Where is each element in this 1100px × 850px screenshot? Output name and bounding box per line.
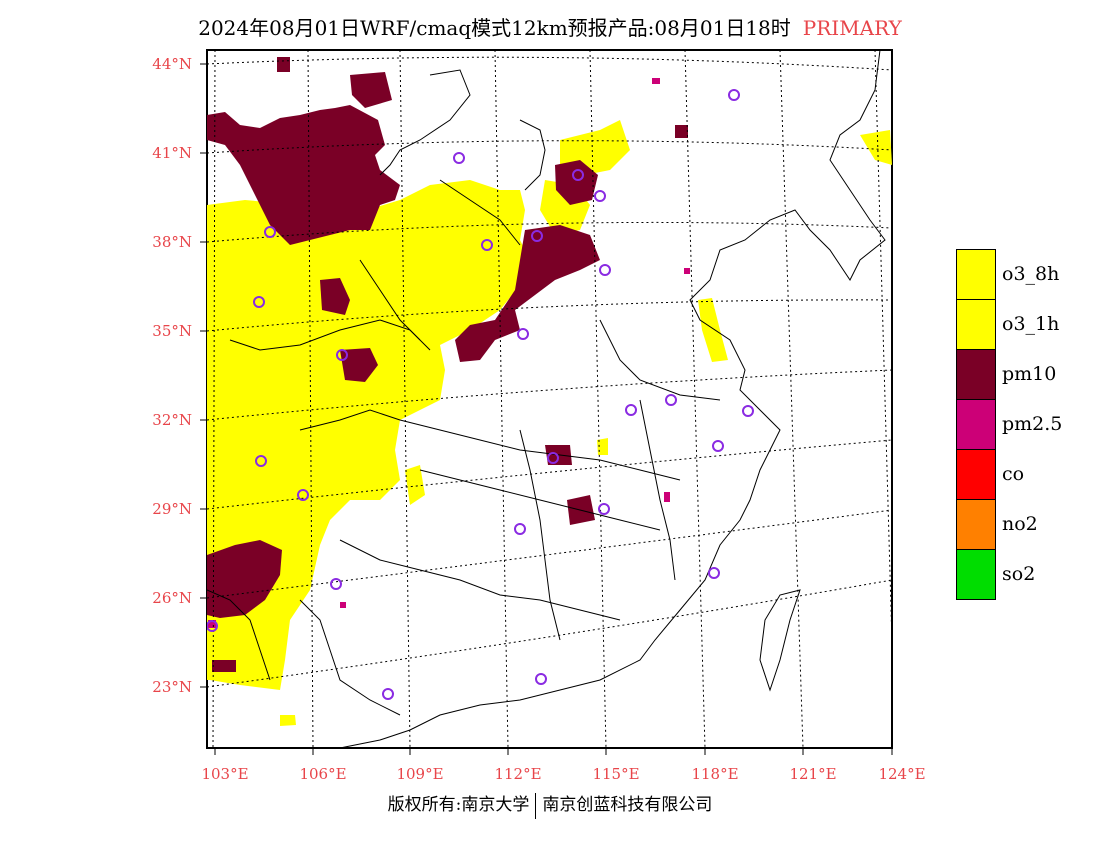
lon-label-109: 109°E [396, 765, 444, 783]
lon-label-118: 118°E [691, 765, 739, 783]
graticule [207, 50, 892, 748]
boundaries [207, 50, 886, 748]
legend-item-pm25: pm2.5 [956, 399, 1100, 450]
lat-label-41: 41°N [152, 144, 192, 162]
legend-label-co: co [1002, 463, 1025, 485]
legend-item-pm10: pm10 [956, 349, 1100, 400]
lon-label-115: 115°E [592, 765, 640, 783]
map-title: 2024年08月01日WRF/cmaq模式12km预报产品:08月01日18时 P… [0, 12, 1100, 41]
legend-label-pm25: pm2.5 [1002, 413, 1063, 435]
axis-ticks [200, 63, 893, 755]
title-primary-tag: PRIMARY [802, 16, 902, 40]
legend-item-co: co [956, 449, 1100, 500]
legend-item-no2: no2 [956, 499, 1100, 550]
legend-label-o3-1h: o3_1h [1002, 313, 1060, 335]
lon-label-112: 112°E [494, 765, 542, 783]
lon-label-121: 121°E [789, 765, 837, 783]
footer-right-text: 南京创蓝科技有限公司 [542, 795, 713, 815]
lat-label-29: 29°N [152, 500, 192, 518]
footer-left-text: 版权所有:南京大学 [387, 795, 530, 815]
legend-swatch-so2 [956, 549, 996, 600]
legend-swatch-o3-1h [956, 299, 996, 350]
legend-item-so2: so2 [956, 549, 1100, 600]
copyright-footer: 版权所有:南京大学 南京创蓝科技有限公司 [0, 790, 1100, 819]
legend-label-o3-8h: o3_8h [1002, 263, 1060, 285]
legend-label-pm10: pm10 [1002, 363, 1057, 385]
pm25-regions [208, 78, 690, 628]
title-text: 2024年08月01日WRF/cmaq模式12km预报产品:08月01日18时 [198, 16, 791, 40]
lon-label-103: 103°E [201, 765, 249, 783]
lat-label-23: 23°N [152, 678, 192, 696]
legend-label-so2: so2 [1002, 563, 1036, 585]
legend-swatch-o3-8h [956, 249, 996, 300]
footer-separator [535, 792, 537, 819]
lon-label-124: 124°E [878, 765, 926, 783]
map-content [207, 50, 892, 748]
legend-swatch-no2 [956, 499, 996, 550]
lat-label-38: 38°N [152, 233, 192, 251]
legend-swatch-co [956, 449, 996, 500]
legend-label-no2: no2 [1002, 513, 1038, 535]
lat-label-26: 26°N [152, 589, 192, 607]
legend-swatch-pm25 [956, 399, 996, 450]
lat-label-44: 44°N [152, 55, 192, 73]
station-markers [207, 89, 754, 700]
lat-label-35: 35°N [152, 322, 192, 340]
pm10-regions [207, 57, 688, 672]
legend-item-o3-8h: o3_8h [956, 249, 1100, 300]
lon-label-106: 106°E [299, 765, 347, 783]
legend-swatch-pm10 [956, 349, 996, 400]
lat-label-32: 32°N [152, 411, 192, 429]
legend-item-o3-1h: o3_1h [956, 299, 1100, 350]
